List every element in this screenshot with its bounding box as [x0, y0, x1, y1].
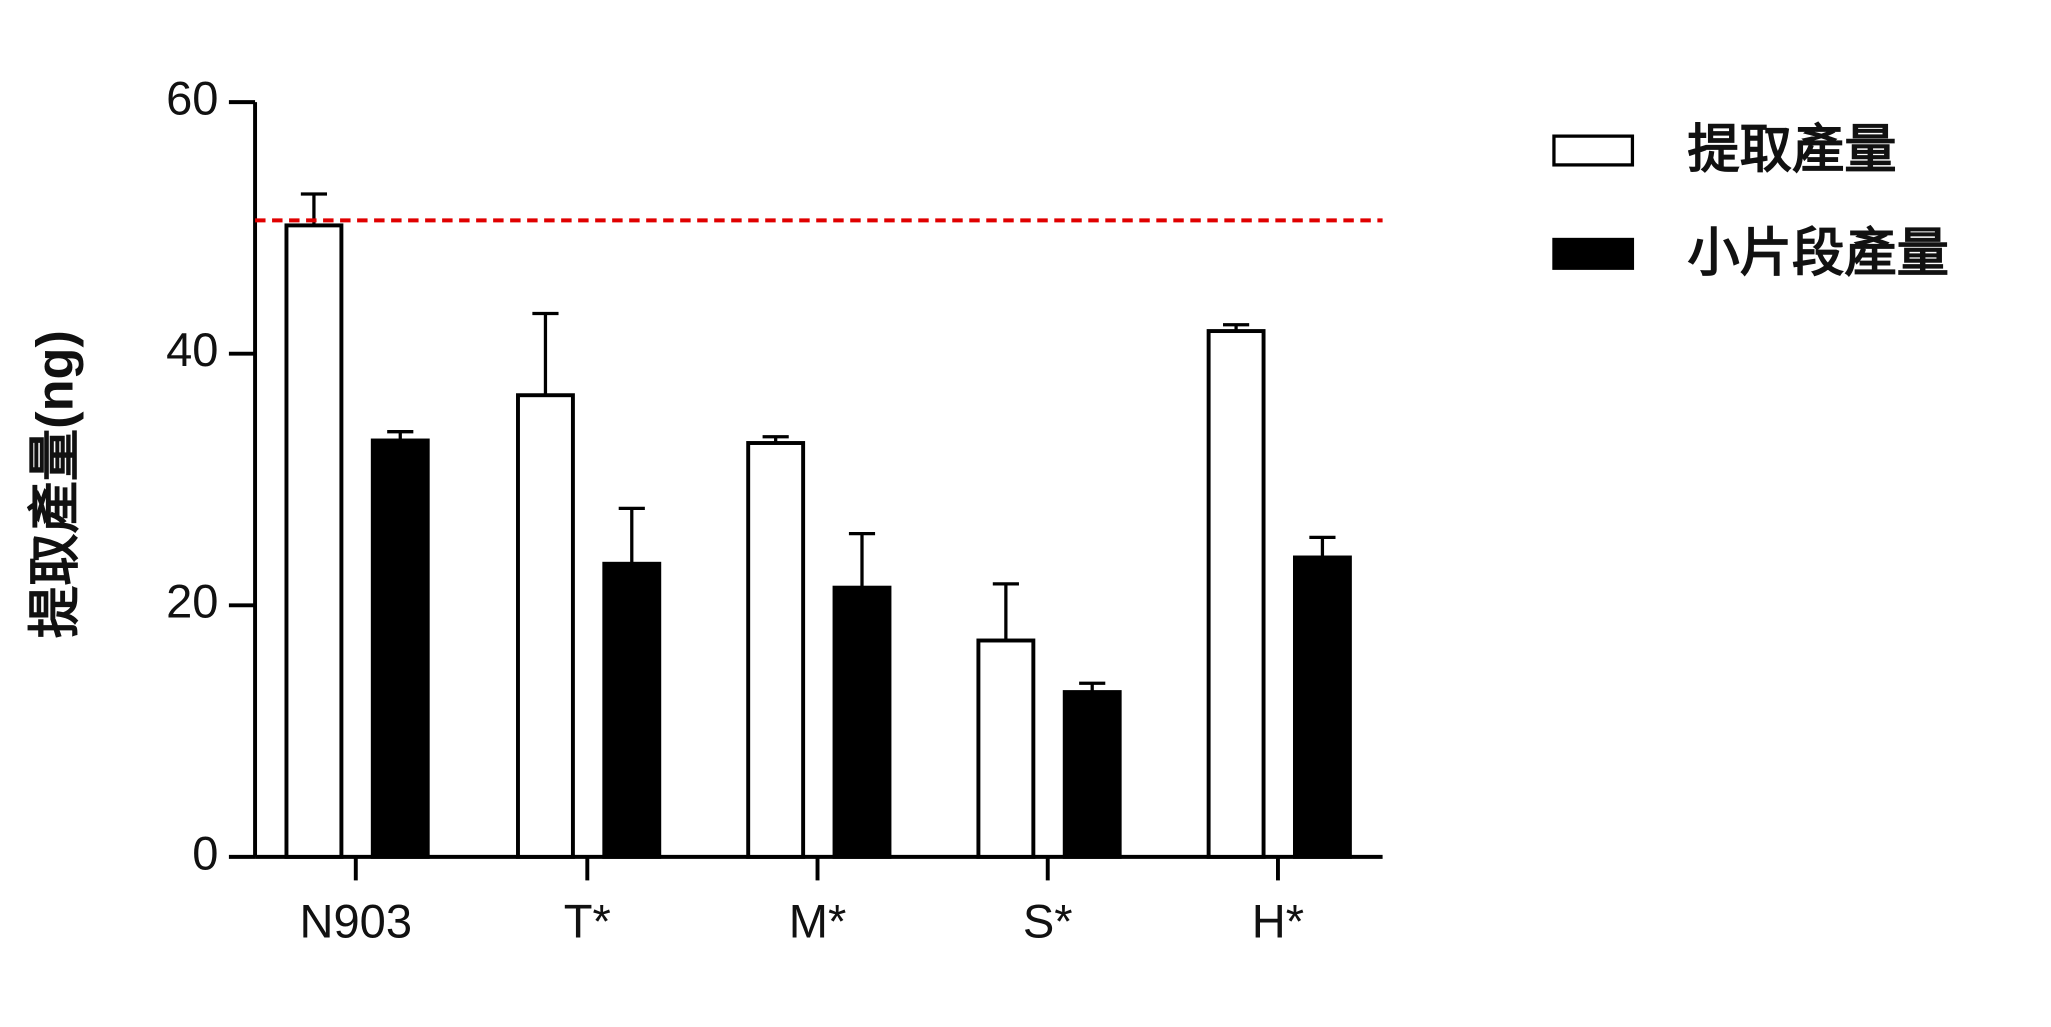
x-tick-label: S* — [1023, 894, 1073, 947]
y-tick-label: 0 — [192, 826, 218, 879]
x-tick-label: N903 — [300, 894, 413, 947]
bar — [370, 438, 430, 859]
legend-label: 提取產量 — [1687, 121, 1896, 179]
legend-swatch — [1552, 237, 1635, 270]
x-tick-label: M* — [789, 894, 847, 947]
bar — [832, 585, 892, 859]
y-axis-label: 提取產量(ng) — [27, 330, 85, 638]
bar — [1062, 690, 1122, 859]
legend-swatch — [1552, 134, 1635, 167]
y-tick-label: 40 — [166, 323, 218, 376]
legend-label: 小片段產量 — [1687, 224, 1949, 282]
x-tick-label: H* — [1252, 894, 1304, 947]
bar — [976, 638, 1036, 859]
bar — [1292, 555, 1352, 859]
y-tick-label: 60 — [166, 72, 218, 125]
bar — [746, 441, 806, 859]
bar — [516, 393, 575, 859]
y-tick-label: 20 — [166, 575, 218, 628]
bar — [1206, 329, 1266, 859]
bar — [284, 223, 344, 859]
bar — [602, 561, 662, 859]
x-tick-label: T* — [564, 894, 611, 947]
